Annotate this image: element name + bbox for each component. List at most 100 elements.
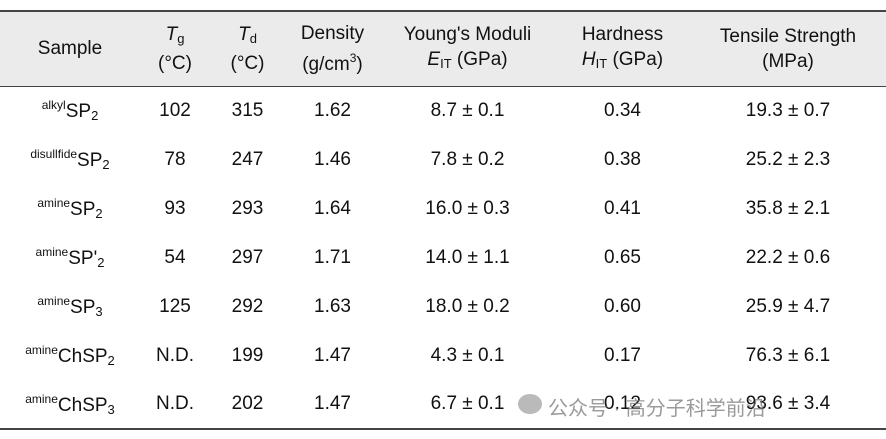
sample-cell: alkylSP2	[0, 86, 140, 135]
value-cell: 14.0 ± 1.1	[425, 246, 510, 268]
text-segment: (g/cm	[302, 53, 350, 75]
value-cell: 0.12	[555, 380, 690, 430]
value-cell: 297	[231, 246, 264, 268]
text-segment: amine	[25, 391, 58, 406]
text-segment: 2	[95, 206, 103, 221]
value-cell: 292	[231, 295, 264, 317]
text-segment: disullfide	[30, 147, 78, 161]
text-segment: Tensile Strength	[719, 25, 857, 47]
value-cell: 1.64	[314, 197, 351, 219]
watermark: 公众号 · 高分子科学前沿	[548, 398, 766, 420]
value-cell: 199	[231, 344, 264, 366]
text-segment: ChSP	[57, 346, 108, 367]
header-line: Young's Moduli	[380, 22, 555, 47]
table-row: alkylSP2 102 315 1.62 8.7 ± 0.1 0.34 19.3 ± 0.…	[0, 86, 886, 135]
value-cell: 0.38	[604, 148, 641, 170]
value-cell: 16.0 ± 0.3	[425, 197, 510, 219]
text-segment: Sample	[37, 38, 103, 60]
sample-cell: disullfideSP2	[0, 135, 140, 184]
value-cell: 0.17	[604, 344, 641, 366]
table-header: Sample Tg (°C) Td (°C) Density (g/cm3) Young's …	[0, 10, 886, 87]
value-cell: 7.8 ± 0.2	[430, 148, 505, 170]
text-segment: H	[581, 48, 596, 70]
value-cell: 19.3 ± 0.7	[745, 99, 831, 121]
data-table: Sample Tg (°C) Td (°C) Density (g/cm3) Young's …	[0, 10, 886, 430]
text-segment: (°C)	[230, 52, 265, 74]
text-segment: 2	[91, 108, 99, 124]
header-line: (g/cm3)	[285, 46, 380, 77]
text-segment: (MPa)	[762, 50, 814, 72]
value-cell: 18.0 ± 0.2	[425, 295, 510, 317]
value-cell: 4.3 ± 0.1	[430, 344, 505, 366]
text-segment: g	[177, 30, 185, 46]
header-line: HIT (GPa)	[555, 47, 690, 76]
header-line: Sample	[0, 36, 140, 61]
text-segment: (GPa)	[607, 48, 664, 70]
value-cell: 25.2 ± 2.3	[745, 148, 831, 170]
text-segment: amine	[37, 196, 71, 210]
sample-cell: amineSP3	[0, 282, 140, 331]
text-segment: 3	[95, 304, 103, 319]
text-segment: Young's Moduli	[403, 23, 532, 45]
text-segment: amine	[25, 343, 58, 357]
header-line: EIT (GPa)	[380, 47, 555, 76]
table-row: disullfideSP2 78 247 1.46 7.8 ± 0.2 0.38 25.2 …	[0, 135, 886, 184]
text-segment: T	[238, 23, 250, 45]
header-cell: Sample	[0, 10, 140, 87]
text-segment: SP	[65, 101, 92, 123]
text-segment: 2	[102, 157, 110, 172]
table-row: amineSP'2 54 297 1.71 14.0 ± 1.1 0.65 22.2 ± 0…	[0, 233, 886, 282]
text-segment: d	[249, 30, 257, 46]
value-cell: 125	[159, 295, 191, 317]
value-cell: 1.46	[314, 148, 351, 170]
text-segment: Density	[300, 22, 365, 44]
sample-cell: amineSP'2	[0, 233, 140, 282]
value-cell: 8.7 ± 0.1	[430, 99, 505, 121]
value-cell: 76.3 ± 6.1	[745, 344, 831, 366]
header-line: Td	[210, 22, 285, 51]
value-cell: 0.34	[604, 99, 641, 121]
header-line: (°C)	[210, 51, 285, 76]
value-cell: 25.9 ± 4.7	[745, 295, 831, 317]
watermark-icon	[518, 394, 542, 414]
header-line: (°C)	[140, 51, 210, 76]
header-line: Tg	[140, 22, 210, 51]
value-cell: 54	[164, 246, 186, 268]
value-cell: 22.2 ± 0.6	[745, 246, 831, 268]
value-cell: 1.47	[285, 380, 380, 430]
text-segment: (GPa)	[451, 48, 508, 70]
text-segment: 2	[107, 353, 115, 368]
value-cell: 0.41	[604, 197, 641, 219]
header-row: Sample Tg (°C) Td (°C) Density (g/cm3) Young's …	[0, 10, 886, 87]
value-cell: 247	[231, 148, 264, 170]
text-segment: T	[165, 23, 178, 45]
text-segment: SP'	[68, 248, 98, 269]
text-segment: amine	[35, 245, 69, 259]
value-cell: 35.8 ± 2.1	[745, 197, 831, 219]
text-segment: 3	[349, 50, 357, 65]
value-cell: 1.62	[314, 99, 351, 121]
sample-cell: amineChSP3	[0, 380, 140, 430]
text-segment: 3	[107, 401, 115, 417]
header-cell: Td (°C)	[210, 10, 285, 87]
header-cell: Tensile Strength (MPa)	[690, 10, 886, 87]
text-segment: SP	[70, 297, 96, 318]
header-line: Hardness	[555, 22, 690, 47]
value-cell: 93	[164, 197, 186, 219]
text-segment: (°C)	[158, 52, 192, 74]
header-cell: Young's Moduli EIT (GPa)	[380, 10, 555, 87]
text-segment: E	[427, 48, 441, 70]
header-cell: Hardness HIT (GPa)	[555, 10, 690, 87]
table-row: amineChSP2 N.D. 199 1.47 4.3 ± 0.1 0.17 76.3 ±…	[0, 331, 886, 380]
text-segment: alkyl	[41, 98, 66, 113]
value-cell: 102	[159, 99, 191, 121]
text-segment: IT	[595, 55, 608, 71]
text-segment: amine	[37, 294, 71, 308]
value-cell: 78	[164, 148, 186, 170]
value-cell: 1.71	[314, 246, 351, 268]
header-line: Density	[285, 21, 380, 46]
value-cell: 93.6 ± 3.4	[690, 380, 886, 430]
header-cell: Tg (°C)	[140, 10, 210, 87]
value-cell: 1.63	[314, 295, 351, 317]
